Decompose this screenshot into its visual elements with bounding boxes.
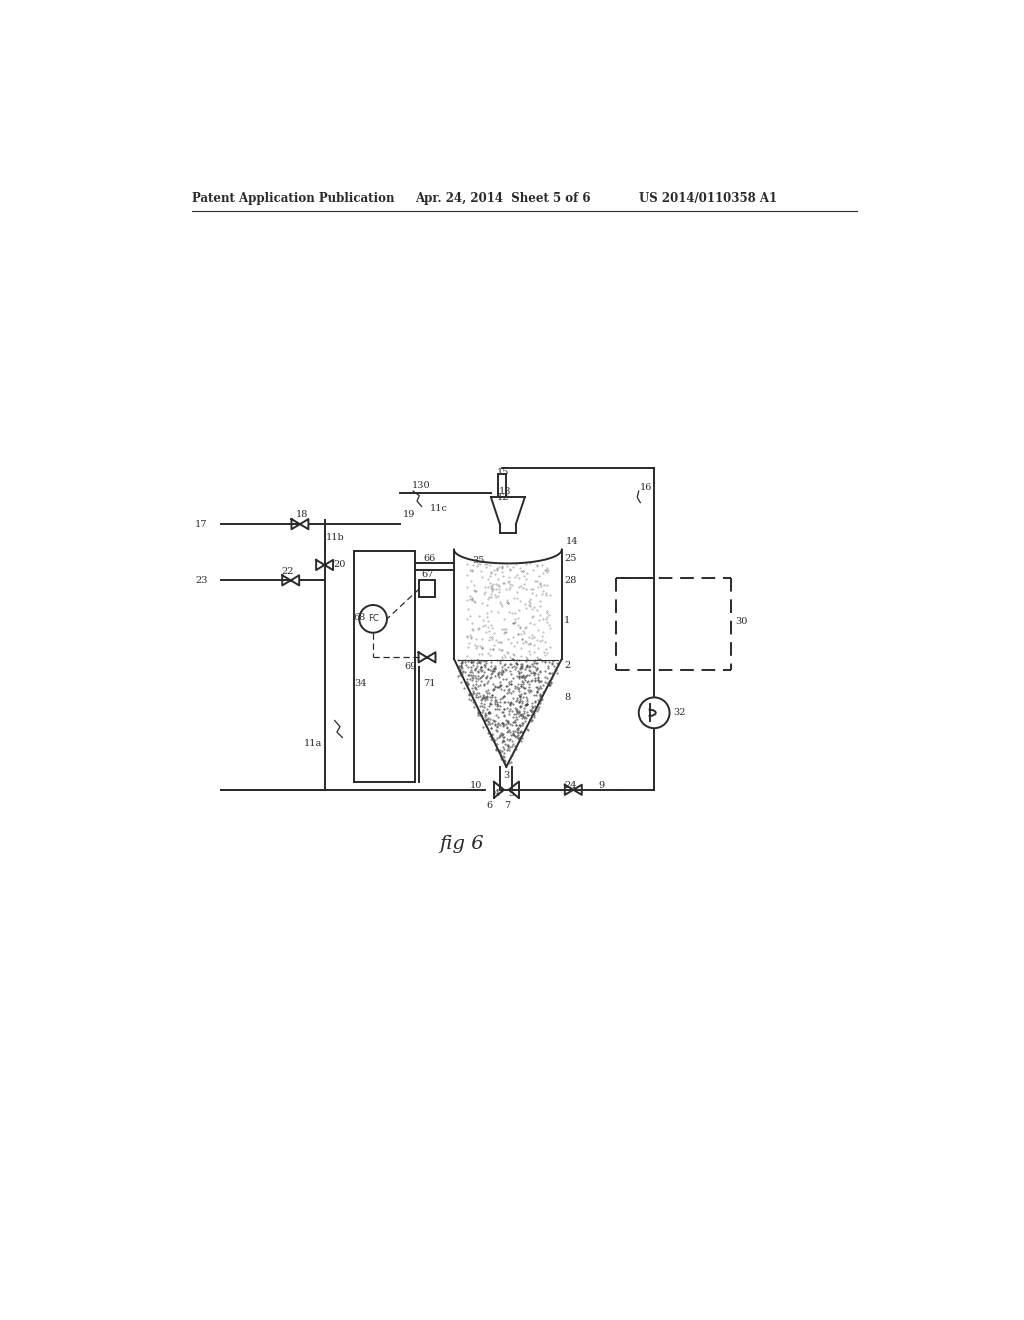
Text: US 2014/0110358 A1: US 2014/0110358 A1 bbox=[639, 191, 777, 205]
Text: 2: 2 bbox=[564, 660, 570, 669]
Text: 7: 7 bbox=[504, 801, 510, 809]
Text: 1: 1 bbox=[564, 616, 570, 624]
Text: 24: 24 bbox=[564, 781, 577, 791]
Circle shape bbox=[359, 605, 387, 632]
Text: 11c: 11c bbox=[429, 504, 447, 513]
Text: 6: 6 bbox=[486, 801, 493, 809]
Bar bbox=[419, 581, 435, 597]
Text: 22: 22 bbox=[282, 566, 294, 576]
Text: 4: 4 bbox=[494, 789, 501, 799]
Text: 10: 10 bbox=[469, 781, 481, 791]
Text: 23: 23 bbox=[195, 576, 208, 585]
Text: 15: 15 bbox=[497, 469, 510, 477]
Text: 130: 130 bbox=[412, 482, 430, 490]
Text: 28: 28 bbox=[564, 576, 577, 585]
Text: 5: 5 bbox=[508, 789, 514, 799]
Text: Apr. 24, 2014  Sheet 5 of 6: Apr. 24, 2014 Sheet 5 of 6 bbox=[416, 191, 591, 205]
Text: 66: 66 bbox=[423, 554, 435, 564]
Text: 67: 67 bbox=[422, 570, 434, 578]
Text: 11a: 11a bbox=[304, 739, 323, 748]
Text: 68: 68 bbox=[354, 612, 367, 622]
Text: 34: 34 bbox=[354, 678, 367, 688]
Text: 16: 16 bbox=[640, 483, 652, 491]
Text: 18: 18 bbox=[296, 511, 308, 519]
Text: 11b: 11b bbox=[326, 533, 344, 541]
Text: 14: 14 bbox=[565, 537, 579, 545]
Text: 71: 71 bbox=[423, 678, 435, 688]
Text: 12: 12 bbox=[497, 494, 510, 503]
Circle shape bbox=[639, 697, 670, 729]
Text: 32: 32 bbox=[674, 709, 686, 717]
Text: 20: 20 bbox=[334, 561, 346, 569]
Text: fig 6: fig 6 bbox=[439, 834, 484, 853]
Text: 35: 35 bbox=[472, 556, 484, 565]
Text: 3: 3 bbox=[503, 771, 510, 780]
Text: 69: 69 bbox=[403, 663, 416, 671]
Text: 13: 13 bbox=[499, 487, 511, 495]
Text: FC: FC bbox=[368, 614, 379, 623]
Text: 19: 19 bbox=[403, 511, 416, 519]
Text: 25: 25 bbox=[564, 554, 577, 564]
Text: 8: 8 bbox=[564, 693, 570, 702]
Text: Patent Application Publication: Patent Application Publication bbox=[193, 191, 394, 205]
Text: 17: 17 bbox=[195, 520, 208, 528]
Text: 9: 9 bbox=[599, 781, 605, 791]
Text: 30: 30 bbox=[735, 618, 748, 627]
